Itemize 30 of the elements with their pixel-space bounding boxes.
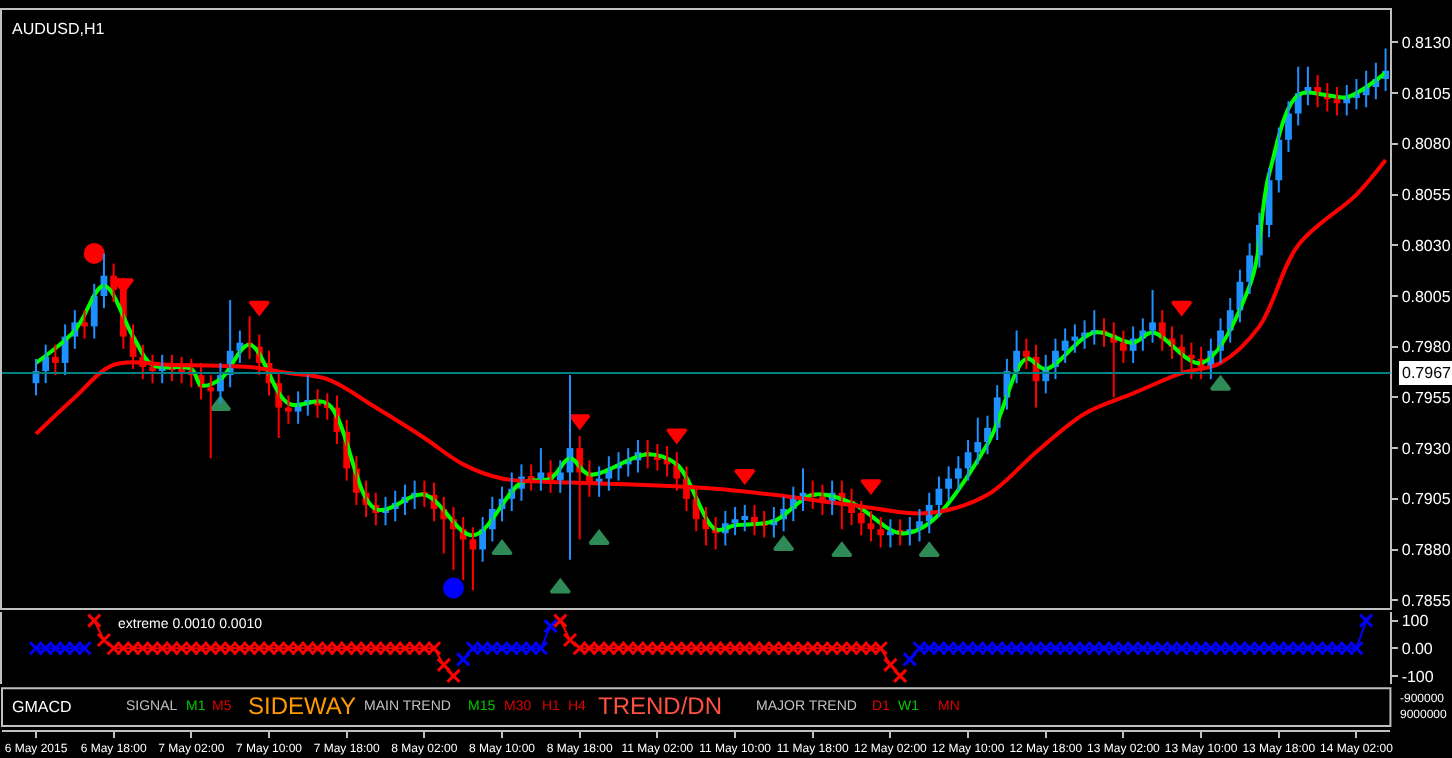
y-tick-label: 0.00 [1401, 639, 1434, 658]
y-tick-label: 0.7905 [1401, 490, 1452, 509]
point [588, 529, 610, 545]
y-tick-label: 0.7980 [1401, 338, 1452, 357]
ref-line-label: 0.7967 [1402, 364, 1452, 382]
y-tick-label: 0.7930 [1401, 439, 1452, 458]
point [860, 479, 882, 495]
point [83, 242, 105, 264]
point [491, 540, 513, 556]
text: TREND/DN [598, 692, 722, 720]
y-tick-label: 100 [1401, 612, 1430, 631]
text: AUDUSD,H1 [12, 20, 106, 38]
point [734, 469, 756, 485]
y-tick-label: 0.8055 [1401, 186, 1452, 205]
line-series [33, 70, 1388, 538]
y-tick-label: 0.8130 [1401, 34, 1452, 53]
y-tick-label: 0.8105 [1401, 84, 1452, 103]
y-tick-label: 0.7880 [1401, 541, 1452, 560]
point [442, 577, 464, 599]
text: SIDEWAY [248, 692, 357, 720]
point [918, 542, 940, 558]
point [831, 542, 853, 558]
y-tick-label: -100 [1401, 667, 1435, 686]
point [666, 428, 688, 444]
y-tick-label: 0.8005 [1401, 287, 1452, 306]
y-tick-label: 0.7855 [1401, 591, 1452, 610]
y-tick-label: 0.7955 [1401, 389, 1452, 408]
y-tick-label: 0.8030 [1401, 236, 1452, 255]
y-tick-label: 0.8080 [1401, 135, 1452, 154]
text: GMACD [12, 698, 72, 716]
